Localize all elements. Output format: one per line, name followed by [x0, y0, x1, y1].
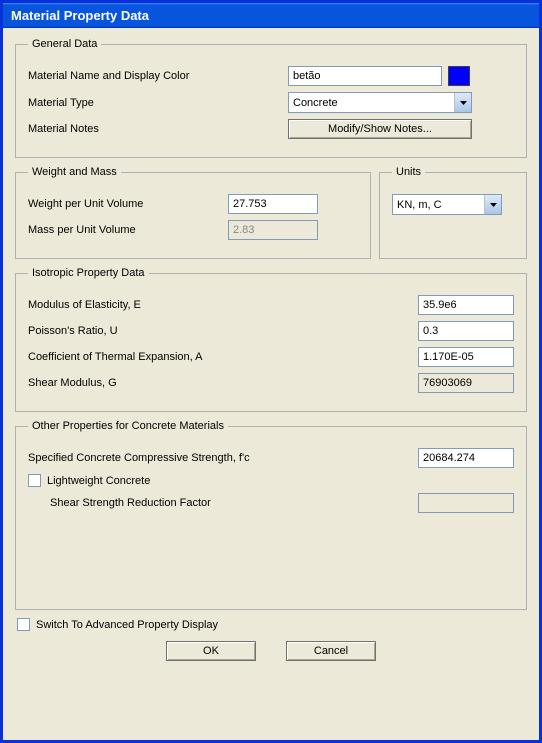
material-name-input[interactable] [288, 66, 442, 86]
modulus-e-row: Modulus of Elasticity, E [28, 295, 514, 315]
isotropic-legend: Isotropic Property Data [28, 267, 149, 279]
weight-mass-legend: Weight and Mass [28, 166, 121, 178]
thermal-a-label: Coefficient of Thermal Expansion, A [28, 351, 202, 363]
lightweight-label: Lightweight Concrete [47, 475, 150, 487]
material-type-label: Material Type [28, 97, 288, 109]
mpuv-input [228, 220, 318, 240]
titlebar[interactable]: Material Property Data [3, 3, 539, 28]
material-name-label: Material Name and Display Color [28, 70, 288, 82]
ssrf-label: Shear Strength Reduction Factor [50, 497, 211, 509]
mpuv-label: Mass per Unit Volume [28, 224, 228, 236]
shear-g-input [418, 373, 514, 393]
units-dropdown[interactable]: KN, m, C [392, 194, 502, 215]
advanced-row: Switch To Advanced Property Display [17, 618, 525, 631]
dialog-window: Material Property Data General Data Mate… [0, 0, 542, 743]
other-properties-legend: Other Properties for Concrete Materials [28, 420, 228, 432]
dialog-buttons: OK Cancel [15, 641, 527, 661]
poisson-u-row: Poisson's Ratio, U [28, 321, 514, 341]
lightweight-checkbox[interactable] [28, 474, 41, 487]
wpuv-row: Weight per Unit Volume [28, 194, 358, 214]
shear-g-label: Shear Modulus, G [28, 377, 117, 389]
isotropic-group: Isotropic Property Data Modulus of Elast… [15, 267, 527, 412]
fc-input[interactable] [418, 448, 514, 468]
ok-button[interactable]: OK [166, 641, 256, 661]
modify-show-notes-button[interactable]: Modify/Show Notes... [288, 119, 472, 139]
ssrf-input [418, 493, 514, 513]
modulus-e-input[interactable] [418, 295, 514, 315]
display-color-swatch[interactable] [448, 66, 470, 86]
other-properties-group: Other Properties for Concrete Materials … [15, 420, 527, 610]
material-notes-label: Material Notes [28, 123, 288, 135]
general-data-group: General Data Material Name and Display C… [15, 38, 527, 158]
weight-units-row: Weight and Mass Weight per Unit Volume M… [15, 166, 527, 259]
advanced-label: Switch To Advanced Property Display [36, 619, 218, 631]
chevron-down-icon [454, 93, 471, 112]
material-type-value: Concrete [289, 95, 454, 111]
wpuv-label: Weight per Unit Volume [28, 198, 228, 210]
units-group: Units KN, m, C [379, 166, 527, 259]
weight-mass-group: Weight and Mass Weight per Unit Volume M… [15, 166, 371, 259]
units-legend: Units [392, 166, 425, 178]
thermal-a-input[interactable] [418, 347, 514, 367]
chevron-down-icon [484, 195, 501, 214]
units-row: KN, m, C [392, 194, 514, 215]
thermal-a-row: Coefficient of Thermal Expansion, A [28, 347, 514, 367]
mpuv-row: Mass per Unit Volume [28, 220, 358, 240]
material-type-dropdown[interactable]: Concrete [288, 92, 472, 113]
window-title: Material Property Data [11, 8, 149, 23]
advanced-checkbox[interactable] [17, 618, 30, 631]
material-notes-row: Material Notes Modify/Show Notes... [28, 119, 514, 139]
material-name-row: Material Name and Display Color [28, 66, 514, 86]
units-value: KN, m, C [393, 197, 484, 213]
fc-label: Specified Concrete Compressive Strength,… [28, 452, 250, 464]
client-area: General Data Material Name and Display C… [3, 28, 539, 740]
modulus-e-label: Modulus of Elasticity, E [28, 299, 141, 311]
cancel-button[interactable]: Cancel [286, 641, 376, 661]
wpuv-input[interactable] [228, 194, 318, 214]
lightweight-row: Lightweight Concrete [28, 474, 514, 487]
general-data-legend: General Data [28, 38, 101, 50]
poisson-u-label: Poisson's Ratio, U [28, 325, 118, 337]
poisson-u-input[interactable] [418, 321, 514, 341]
material-type-row: Material Type Concrete [28, 92, 514, 113]
fc-row: Specified Concrete Compressive Strength,… [28, 448, 514, 468]
shear-g-row: Shear Modulus, G [28, 373, 514, 393]
ssrf-row: Shear Strength Reduction Factor [50, 493, 514, 513]
